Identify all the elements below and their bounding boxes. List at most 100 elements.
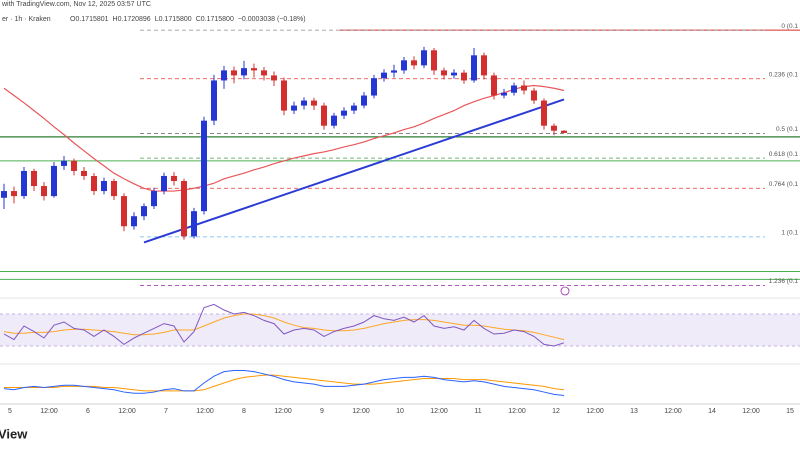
candle-body <box>21 170 27 197</box>
x-tick-label: 14 <box>708 408 716 415</box>
x-tick-label: 8 <box>242 408 246 415</box>
x-tick-label: 12:00 <box>352 408 370 415</box>
candle-body <box>71 160 77 171</box>
candle-body <box>211 80 217 121</box>
rsi-line <box>3 303 565 347</box>
candle-body <box>301 100 307 106</box>
x-tick-label: 12 <box>552 408 560 415</box>
candle-body <box>511 85 517 93</box>
x-tick-label: 9 <box>320 408 324 415</box>
candle-body <box>131 216 137 227</box>
candle-body <box>191 211 197 237</box>
ohlc-value: O0.1715801 <box>70 16 109 23</box>
macd-line <box>3 370 565 396</box>
x-tick-label: 12:00 <box>664 408 682 415</box>
fib-label: 0.236 (0.1 <box>769 71 799 78</box>
fib-label: 1.236 (0.1 <box>769 278 799 285</box>
fib-label: 1 (0.1 <box>781 230 798 237</box>
x-tick-label: 12:00 <box>430 408 448 415</box>
x-tick-label: 5 <box>8 408 12 415</box>
x-tick-label: 12:00 <box>742 408 760 415</box>
x-tick-label: 12:00 <box>508 408 526 415</box>
candle-body <box>171 175 177 182</box>
candle-body <box>31 170 37 187</box>
alert-icon[interactable] <box>560 286 570 296</box>
x-tick-label: 15 <box>786 408 794 415</box>
candle-body <box>321 105 327 126</box>
candle-body <box>341 110 347 116</box>
macd-signal <box>4 374 565 392</box>
candle-body <box>271 75 277 81</box>
candle-body <box>11 191 17 197</box>
candle-body <box>1 191 7 198</box>
candle-body <box>431 50 437 71</box>
x-tick-label: 6 <box>86 408 90 415</box>
candle-body <box>371 78 377 96</box>
x-tick-label: 12:00 <box>118 408 136 415</box>
candle-body <box>481 55 487 76</box>
candle-body <box>501 92 507 96</box>
ohlc-value: L0.1715800 <box>155 16 192 23</box>
candle-body <box>91 175 97 192</box>
candle-body <box>461 72 467 81</box>
x-tick-label: 7 <box>164 408 168 415</box>
candle-body <box>241 68 247 76</box>
candle-body <box>421 50 427 66</box>
candle-body <box>121 196 127 227</box>
candle-body <box>291 105 297 111</box>
rsi-band <box>0 314 800 346</box>
candle-body <box>261 70 267 76</box>
candle-body <box>471 55 477 81</box>
candle-body <box>381 72 387 79</box>
fib-label: 0.764 (0.1 <box>769 181 799 188</box>
candle-body <box>491 75 497 96</box>
candle-body <box>561 130 567 133</box>
x-tick-label: 13 <box>630 408 638 415</box>
ohlc-value: C0.1715800 <box>196 16 234 23</box>
candle-body <box>331 115 337 126</box>
candle-body <box>161 175 167 192</box>
candle-body <box>231 70 237 76</box>
candle-body <box>391 70 397 73</box>
candle-body <box>41 186 47 197</box>
fib-label: 0 (0.1 <box>781 23 798 30</box>
candle-body <box>181 181 187 237</box>
x-tick-label: 10 <box>396 408 404 415</box>
symbol: er · 1h · Kraken <box>2 16 51 23</box>
x-tick-label: 12:00 <box>586 408 604 415</box>
candle-body <box>531 90 537 101</box>
x-tick-label: 12:00 <box>40 408 58 415</box>
candle-body <box>451 72 457 76</box>
candle-body <box>61 160 67 166</box>
x-tick-label: 12:00 <box>274 408 292 415</box>
candle-body <box>311 100 317 106</box>
candle-body <box>351 105 357 111</box>
trendline <box>143 98 565 244</box>
candle-body <box>151 191 157 207</box>
candle-body <box>361 95 367 106</box>
candle-body <box>101 181 107 192</box>
x-tick-label: 12:00 <box>196 408 214 415</box>
candle-body <box>541 100 547 126</box>
candle-body <box>251 68 257 71</box>
fib-label: 0.618 (0.1 <box>769 151 799 158</box>
header: with TradingView.com, Nov 12, 2025 03:57… <box>1 1 151 8</box>
brand: View <box>0 426 28 441</box>
candle-body <box>551 125 557 131</box>
ohlc-value: H0.1720896 <box>113 16 151 23</box>
x-tick-label: 11 <box>474 408 481 415</box>
candle-body <box>401 60 407 71</box>
fib-label: 0.5 (0.1 <box>776 126 798 133</box>
candle-body <box>111 181 117 197</box>
candle-body <box>141 206 147 217</box>
candle-body <box>281 80 287 111</box>
moving-average <box>3 84 565 192</box>
candle-body <box>201 120 207 212</box>
candle-body <box>221 70 227 81</box>
candle-body <box>81 170 87 176</box>
candle-body <box>441 70 447 76</box>
candle-body <box>411 60 417 66</box>
